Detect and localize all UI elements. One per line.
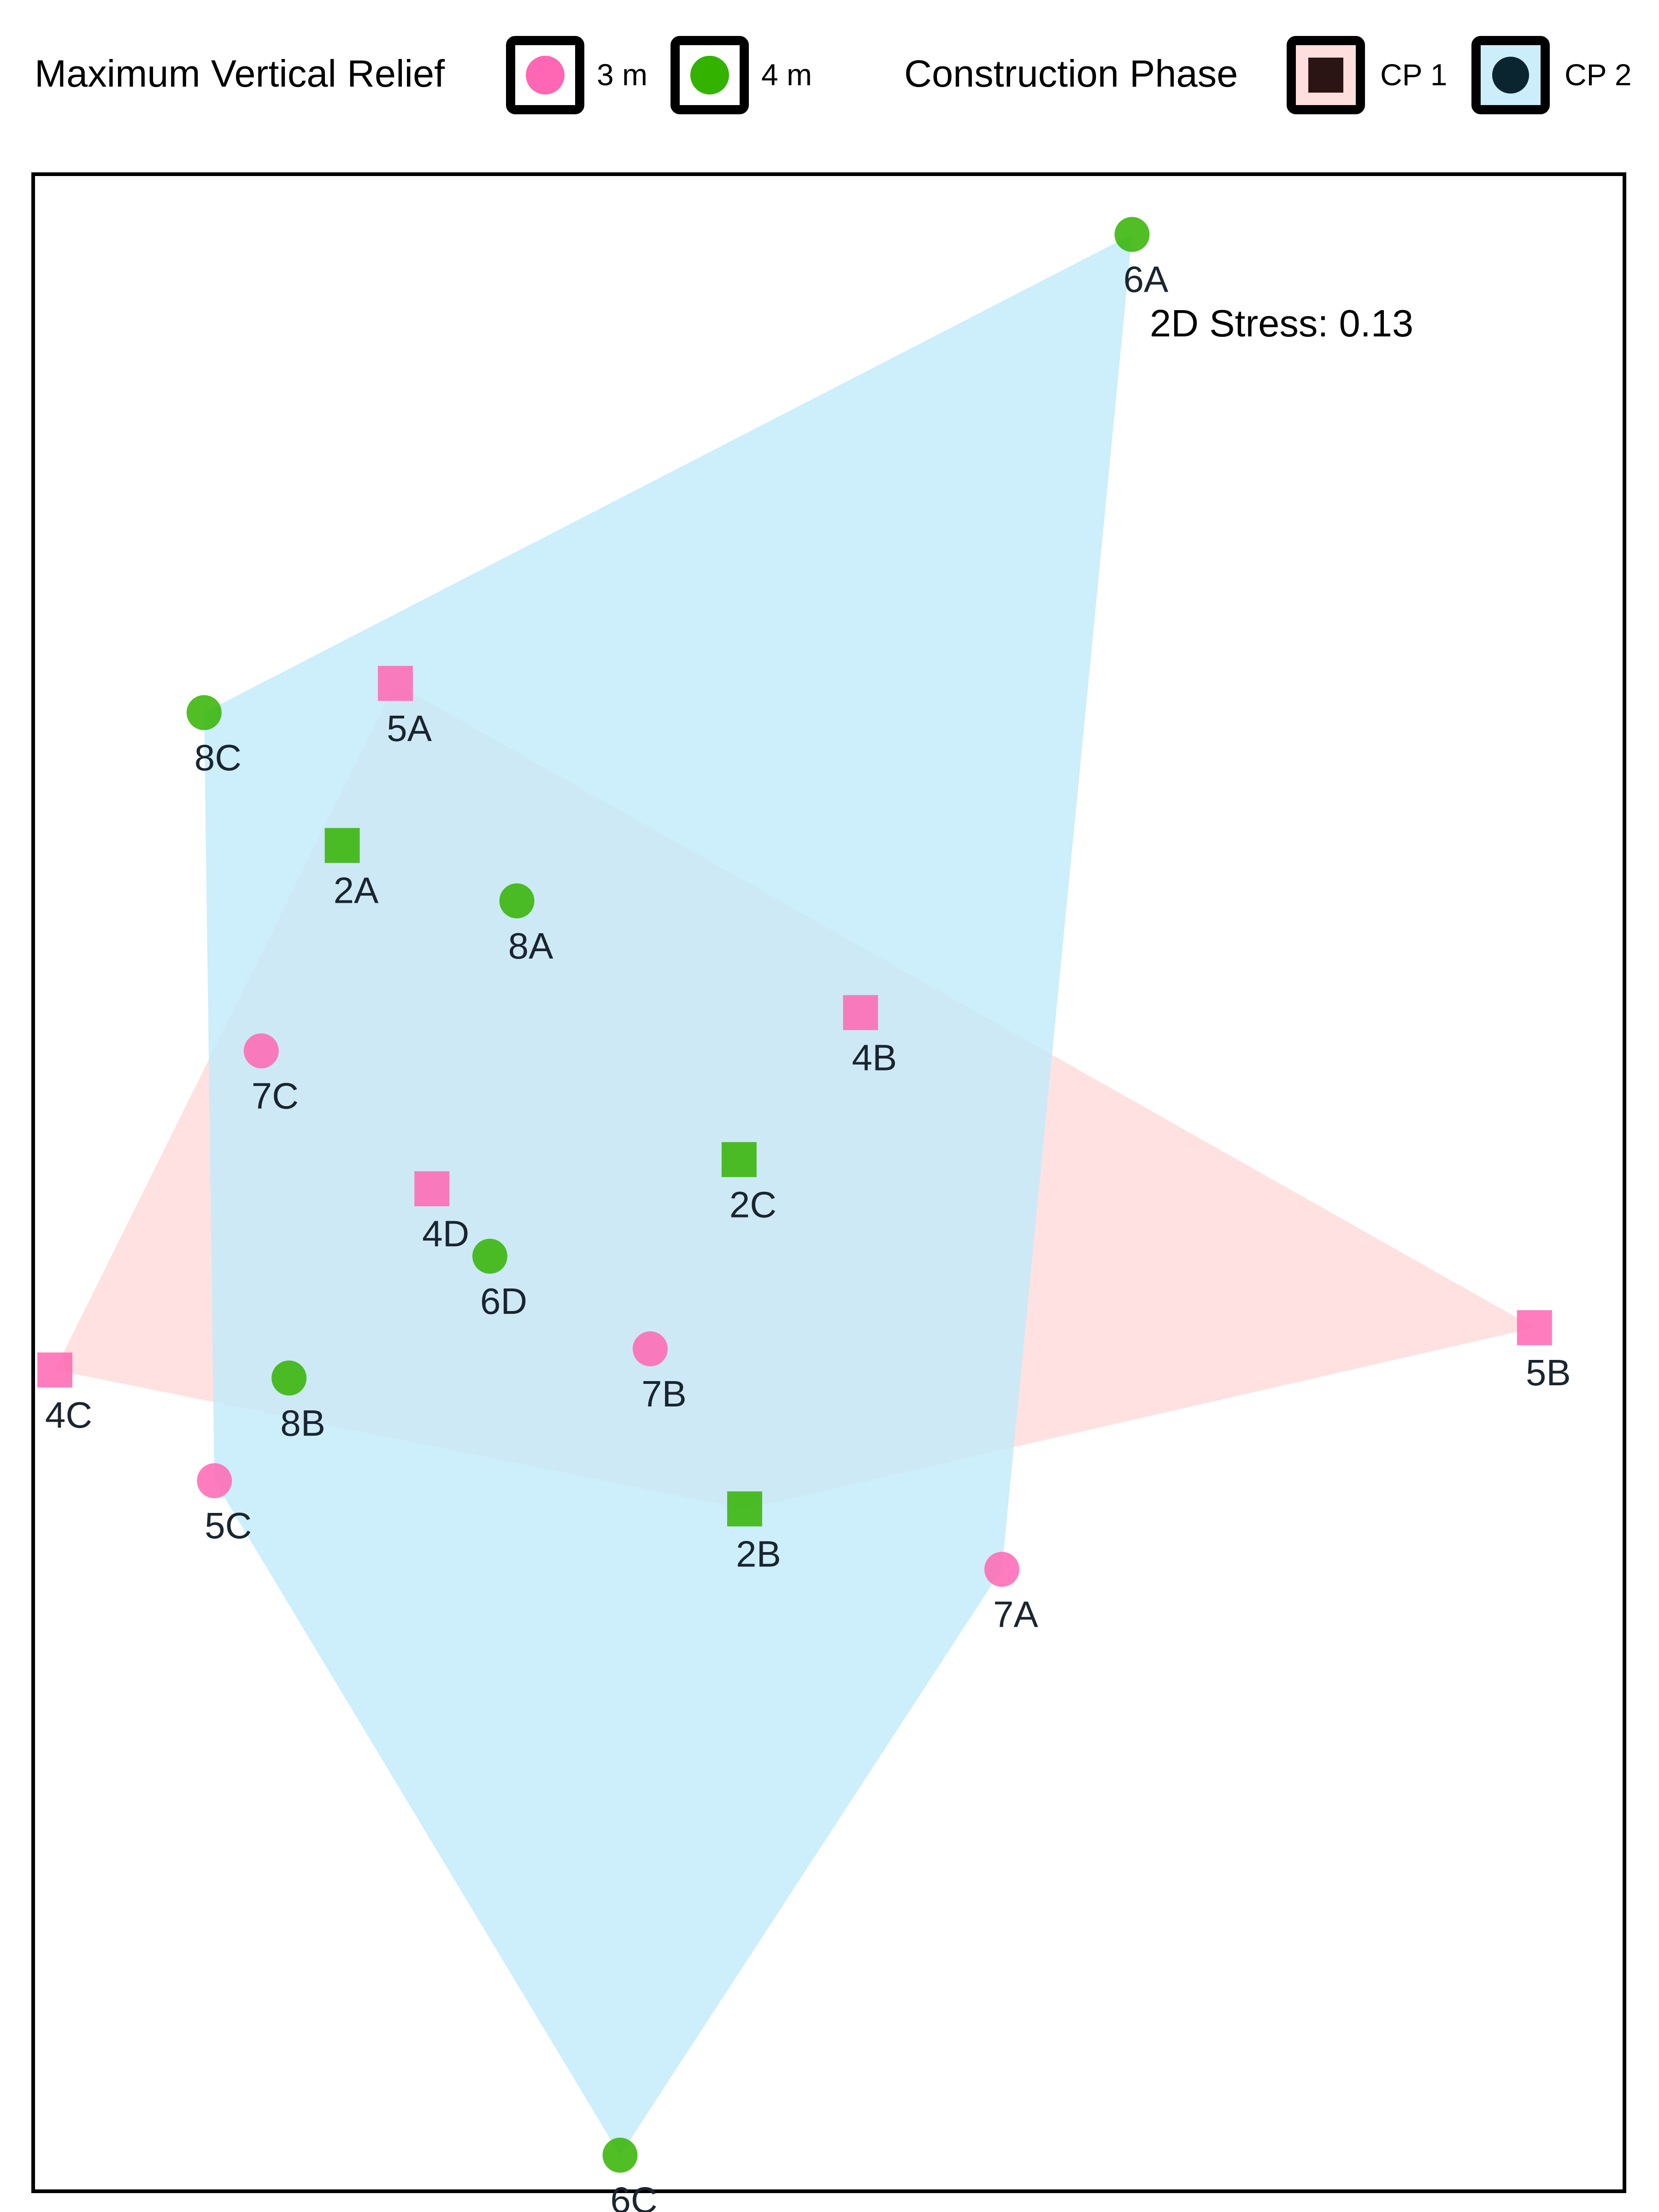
point-label-2a: 2A xyxy=(334,870,379,911)
point-4b xyxy=(843,995,878,1030)
legend-3m-label: 3 m xyxy=(597,58,647,92)
legend-cp1-label: CP 1 xyxy=(1380,58,1447,92)
point-label-5c: 5C xyxy=(205,1505,252,1546)
point-label-8a: 8A xyxy=(508,925,553,966)
hull-layer xyxy=(55,234,1535,2155)
point-label-8b: 8B xyxy=(280,1402,325,1443)
legend-4m-label: 4 m xyxy=(761,58,812,92)
point-label-5b: 5B xyxy=(1526,1352,1571,1393)
point-label-7c: 7C xyxy=(252,1075,299,1116)
point-label-5a: 5A xyxy=(387,708,432,749)
point-2b xyxy=(727,1491,762,1527)
point-7c xyxy=(243,1033,279,1069)
point-8c xyxy=(186,695,222,730)
hull-cp2 xyxy=(204,234,1132,2155)
legend-relief-title: Maximum Vertical Relief xyxy=(35,52,445,95)
legend-cp2-circle-icon xyxy=(1492,57,1529,94)
point-6d xyxy=(472,1238,507,1274)
point-label-2c: 2C xyxy=(729,1184,777,1225)
point-label-7b: 7B xyxy=(641,1373,687,1414)
point-label-6a: 6A xyxy=(1124,259,1169,300)
legend-relief-entry-3m: 3 m xyxy=(506,36,647,114)
legend-relief: Maximum Vertical Relief 3 m 4 m xyxy=(35,36,812,114)
point-label-7a: 7A xyxy=(993,1594,1038,1635)
stress-annotation: 2D Stress: 0.13 xyxy=(1150,302,1413,345)
point-label-4b: 4B xyxy=(852,1037,897,1078)
point-label-6c: 6C xyxy=(610,2180,657,2212)
point-7a xyxy=(984,1552,1020,1587)
point-label-4d: 4D xyxy=(422,1213,469,1254)
legend-phase-title: Construction Phase xyxy=(904,52,1238,95)
point-8a xyxy=(499,883,535,918)
point-4d xyxy=(414,1171,450,1206)
legend-phase-entry-cp2: CP 2 xyxy=(1471,36,1632,114)
legend-cp1-square-icon xyxy=(1308,58,1343,93)
point-label-4c: 4C xyxy=(45,1394,92,1435)
point-8b xyxy=(271,1360,307,1396)
point-6a xyxy=(1114,217,1150,252)
point-4c xyxy=(37,1352,73,1388)
point-label-8c: 8C xyxy=(194,737,241,778)
point-label-6d: 6D xyxy=(480,1281,527,1322)
point-2c xyxy=(721,1142,757,1177)
point-5b xyxy=(1517,1310,1552,1346)
point-5a xyxy=(378,665,413,701)
point-2a xyxy=(324,828,360,863)
point-7b xyxy=(632,1331,668,1366)
legend-4m-circle-icon xyxy=(690,56,729,94)
point-6c xyxy=(602,2137,638,2173)
legend-phase: Construction Phase CP 1 CP 2 xyxy=(904,36,1632,114)
point-5c xyxy=(197,1463,232,1499)
point-layer xyxy=(37,217,1552,2173)
legend-3m-circle-icon xyxy=(526,56,565,94)
legend-cp2-label: CP 2 xyxy=(1565,58,1632,92)
label-layer: 6A 8C 5A 2A 8A 4B 7C 2C 4D 6D 7B 5B 4C 8B 5C 2B 7A 6C xyxy=(45,259,1571,2212)
legend-phase-entry-cp1: CP 1 xyxy=(1287,36,1447,114)
point-label-2b: 2B xyxy=(736,1533,781,1574)
legend-relief-entry-4m: 4 m xyxy=(671,36,812,114)
